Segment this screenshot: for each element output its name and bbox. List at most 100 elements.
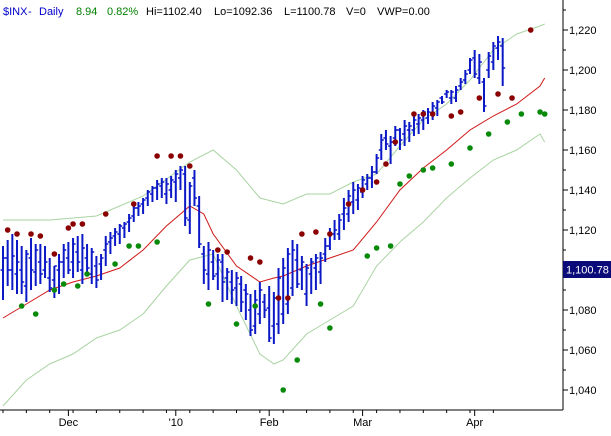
price-bar: [322, 238, 328, 262]
high-marker-dot: [37, 233, 44, 239]
high-marker-dot: [383, 161, 389, 167]
price-bar: [177, 166, 183, 190]
price-bar: [374, 154, 380, 174]
high-marker-dot: [224, 249, 230, 255]
low-marker-dot: [541, 111, 548, 117]
price-bar: [280, 258, 286, 324]
low-marker-dot: [154, 239, 160, 245]
low-marker-dot: [420, 167, 427, 173]
price-bar: [248, 294, 254, 336]
header-lo: Lo=1092.36: [214, 6, 272, 18]
high-marker-dot: [509, 95, 515, 101]
price-bar: [93, 256, 99, 288]
x-tick-label: Dec: [59, 417, 79, 429]
low-marker-dot: [317, 301, 324, 307]
high-marker-dot: [527, 27, 534, 33]
price-bar: [444, 90, 450, 98]
price-bar: [140, 198, 146, 214]
high-marker-dot: [28, 231, 34, 237]
high-marker-dot: [177, 153, 184, 159]
price-bar: [61, 244, 67, 278]
low-marker-dot: [51, 287, 58, 293]
high-marker-dot: [299, 231, 305, 237]
price-bar: [383, 130, 389, 150]
y-tick-label: 1,140: [569, 185, 597, 197]
y-tick-label: 1,060: [569, 345, 597, 357]
low-marker-dot: [233, 321, 240, 327]
price-bar: [462, 70, 468, 84]
high-marker-dot: [411, 111, 417, 117]
price-bar: [56, 254, 62, 294]
price-bar: [252, 290, 258, 334]
high-marker-dot: [285, 295, 291, 301]
price-bar: [481, 78, 487, 112]
price-bar: [187, 182, 193, 234]
last-price-tag-bg: [563, 261, 611, 278]
price-bar: [434, 100, 440, 116]
price-bar: [23, 250, 29, 302]
price-bar: [84, 244, 90, 274]
y-tick-label: 1,200: [569, 65, 597, 77]
low-marker-dot: [448, 161, 455, 167]
price-bar: [467, 58, 473, 74]
high-marker-dot: [420, 111, 427, 117]
price-bar: [219, 254, 225, 302]
x-tick-label: Apr: [466, 417, 483, 429]
low-marker-dot: [485, 131, 492, 137]
high-marker-dot: [14, 231, 20, 237]
price-bar: [215, 254, 221, 290]
price-bar: [107, 232, 113, 254]
price-bar: [154, 180, 160, 200]
low-marker-dot: [18, 303, 25, 309]
x-tick-label: Mar: [353, 417, 372, 429]
high-marker-dot: [313, 229, 319, 235]
price-bar: [369, 166, 375, 188]
price-bar: [210, 250, 216, 280]
low-marker-dot: [205, 301, 212, 307]
price-bar: [262, 294, 268, 318]
high-marker-dot: [495, 91, 501, 97]
low-marker-dot: [397, 181, 403, 187]
price-bar: [191, 170, 197, 206]
price-bar: [224, 268, 230, 300]
price-bar: [402, 120, 408, 146]
price-bar: [336, 214, 342, 240]
price-bar: [234, 272, 239, 306]
high-marker-dot: [275, 295, 282, 301]
price-bar: [266, 286, 272, 342]
y-tick-label: 1,040: [569, 385, 597, 397]
lower-band-line: [2, 133, 546, 407]
low-marker-dot: [135, 243, 142, 249]
high-marker-dot: [4, 227, 11, 233]
header-change-pct: 0.82%: [107, 6, 138, 18]
price-bar: [75, 236, 81, 272]
price-bar: [0, 246, 6, 300]
price-bar: [159, 178, 165, 198]
price-bar: [439, 96, 445, 104]
last-price-tag: 1,100.78: [563, 261, 611, 278]
price-bar: [458, 78, 464, 90]
price-bar: [145, 190, 151, 206]
header-hi: Hi=1102.40: [146, 6, 202, 18]
price-bar: [196, 196, 202, 248]
price-bar: [355, 184, 361, 210]
price-bar: [285, 248, 291, 314]
price-bar: [37, 244, 43, 284]
price-bar: [453, 86, 459, 102]
low-marker-dot: [280, 387, 287, 393]
low-marker-dot: [387, 243, 394, 249]
price-bar: [205, 242, 211, 290]
header-separator: -: [28, 6, 32, 18]
header-vwp: VWP=0.00: [377, 6, 430, 18]
price-bar: [411, 116, 417, 136]
low-marker-dot: [327, 325, 333, 331]
low-marker-dot: [504, 119, 511, 125]
price-bar: [495, 36, 501, 60]
price-bar: [397, 128, 403, 150]
low-marker-dot: [84, 271, 90, 277]
price-bar: [19, 246, 25, 294]
price-bar: [42, 246, 48, 278]
high-marker-dot: [51, 251, 58, 257]
price-bar: [318, 252, 324, 284]
high-marker-dot: [327, 231, 333, 237]
